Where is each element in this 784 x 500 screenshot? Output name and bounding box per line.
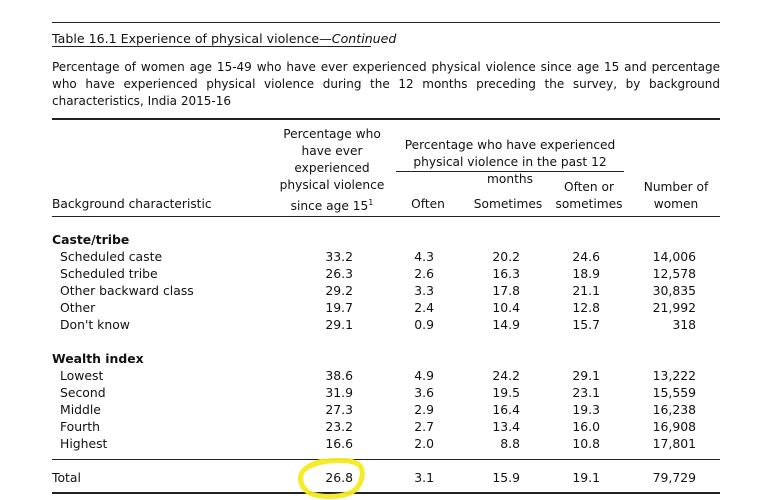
header-past12-group: Percentage who have experienced physical… (396, 137, 624, 188)
cell-sometimes: 8.8 (500, 436, 520, 451)
row-label: Other backward class (60, 283, 194, 298)
cell-sometimes: 19.5 (492, 385, 520, 400)
cell-women: 79,729 (652, 470, 696, 485)
cell-sometimes: 17.8 (492, 283, 520, 298)
cell-sometimes: 10.4 (492, 300, 520, 315)
table-title-continued: Continued (331, 31, 397, 46)
cell-either: 19.1 (572, 470, 600, 485)
table-description: Percentage of women age 15-49 who have e… (52, 60, 720, 109)
cell-women: 17,801 (652, 436, 696, 451)
row-label: Middle (60, 402, 101, 417)
cell-women: 21,992 (652, 300, 696, 315)
cell-ever: 33.2 (325, 249, 353, 264)
cell-either: 10.8 (572, 436, 600, 451)
cell-sometimes: 20.2 (492, 249, 520, 264)
header-ever-line: Percentage who (283, 127, 381, 141)
footnote-marker: 1 (368, 198, 374, 207)
cell-either: 18.9 (572, 266, 600, 281)
row-label: Highest (60, 436, 108, 451)
row-label: Fourth (60, 419, 100, 434)
header-ever-line: have ever (301, 144, 363, 158)
table-title: Table 16.1 Experience of physical violen… (52, 31, 396, 46)
cell-women: 16,238 (652, 402, 696, 417)
header-ever-experienced: Percentage who have ever experienced phy… (272, 126, 392, 215)
cell-often: 2.6 (414, 266, 434, 281)
row-label: Scheduled tribe (60, 266, 158, 281)
cell-women: 30,835 (652, 283, 696, 298)
cell-either: 16.0 (572, 419, 600, 434)
row-label: Lowest (60, 368, 104, 383)
cell-often: 3.3 (414, 283, 434, 298)
header-ever-line: physical violence (279, 178, 385, 192)
cell-either: 15.7 (572, 317, 600, 332)
table-title-text: Table 16.1 Experience of physical violen… (52, 31, 332, 46)
cell-either: 21.1 (572, 283, 600, 298)
section-label-caste: Caste/tribe (52, 232, 130, 247)
cell-sometimes: 15.9 (492, 470, 520, 485)
cell-ever: 29.2 (325, 283, 353, 298)
cell-women: 15,559 (652, 385, 696, 400)
cell-ever: 26.3 (325, 266, 353, 281)
cell-sometimes: 24.2 (492, 368, 520, 383)
header-often-or-sometimes: Often or sometimes (552, 179, 626, 213)
cell-either: 12.8 (572, 300, 600, 315)
header-sometimes: Sometimes (473, 197, 543, 211)
header-background-characteristic: Background characteristic (52, 197, 212, 211)
header-bottom-rule (52, 216, 720, 217)
row-label: Don't know (60, 317, 130, 332)
cell-ever: 31.9 (325, 385, 353, 400)
cell-ever: 38.6 (325, 368, 353, 383)
cell-ever: 16.6 (325, 436, 353, 451)
header-top-rule (52, 118, 720, 120)
cell-often: 3.6 (414, 385, 434, 400)
total-top-rule (52, 459, 720, 460)
header-often-or-line: sometimes (555, 197, 623, 211)
bottom-rule (52, 492, 720, 494)
cell-either: 24.6 (572, 249, 600, 264)
cell-women: 318 (672, 317, 696, 332)
cell-ever: 29.1 (325, 317, 353, 332)
title-underline (52, 46, 371, 47)
cell-ever: 26.8 (325, 470, 353, 485)
cell-ever: 19.7 (325, 300, 353, 315)
cell-sometimes: 16.3 (492, 266, 520, 281)
cell-women: 16,908 (652, 419, 696, 434)
cell-often: 2.7 (414, 419, 434, 434)
total-label: Total (52, 470, 81, 485)
header-often: Often (411, 197, 445, 211)
cell-often: 0.9 (414, 317, 434, 332)
cell-either: 23.1 (572, 385, 600, 400)
top-rule (52, 22, 720, 23)
header-past12-line: Percentage who have experienced (404, 138, 616, 152)
cell-women: 14,006 (652, 249, 696, 264)
header-often-or-line: Often or (563, 180, 614, 194)
header-number-line: Number of (643, 180, 709, 194)
cell-often: 2.4 (414, 300, 434, 315)
cell-women: 13,222 (652, 368, 696, 383)
row-label: Other (60, 300, 96, 315)
cell-sometimes: 14.9 (492, 317, 520, 332)
cell-often: 4.9 (414, 368, 434, 383)
row-label: Second (60, 385, 106, 400)
group-underline (396, 171, 624, 172)
cell-ever: 23.2 (325, 419, 353, 434)
cell-women: 12,578 (652, 266, 696, 281)
header-number-of-women: Number of women (636, 179, 716, 213)
cell-often: 4.3 (414, 249, 434, 264)
cell-either: 29.1 (572, 368, 600, 383)
header-past12-line: physical violence in the past 12 months (413, 155, 607, 186)
cell-either: 19.3 (572, 402, 600, 417)
header-ever-line: since age 151 (290, 198, 374, 214)
cell-often: 2.0 (414, 436, 434, 451)
header-number-line: women (653, 197, 699, 211)
cell-sometimes: 13.4 (492, 419, 520, 434)
header-ever-line: experienced (294, 161, 370, 175)
cell-often: 3.1 (414, 470, 434, 485)
cell-sometimes: 16.4 (492, 402, 520, 417)
row-label: Scheduled caste (60, 249, 163, 264)
cell-ever: 27.3 (325, 402, 353, 417)
cell-often: 2.9 (414, 402, 434, 417)
section-label-wealth: Wealth index (52, 351, 144, 366)
